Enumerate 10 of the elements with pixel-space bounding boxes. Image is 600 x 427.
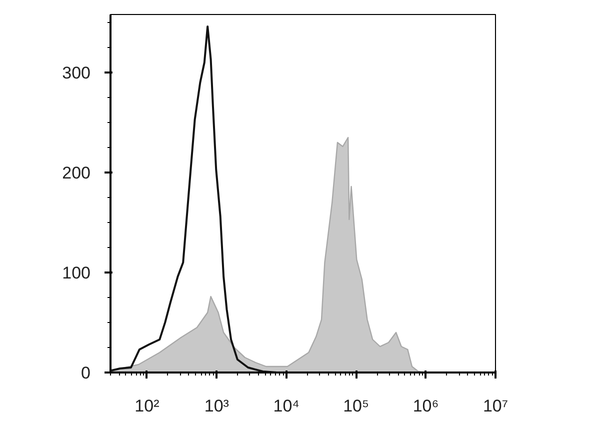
- x-tick-label: 10⁴: [273, 396, 300, 416]
- y-tick-label: 100: [62, 264, 91, 282]
- y-tick-label: 200: [62, 164, 91, 182]
- x-tick-label: 10²: [134, 396, 160, 416]
- x-tick-label: 10⁵: [343, 396, 370, 416]
- y-tick-label: 300: [62, 64, 91, 82]
- y-tick-label: 0: [81, 364, 91, 382]
- x-tick-label: 10⁷: [482, 396, 508, 416]
- x-tick-label: 10³: [204, 396, 230, 416]
- x-tick-label: 10⁶: [412, 396, 439, 416]
